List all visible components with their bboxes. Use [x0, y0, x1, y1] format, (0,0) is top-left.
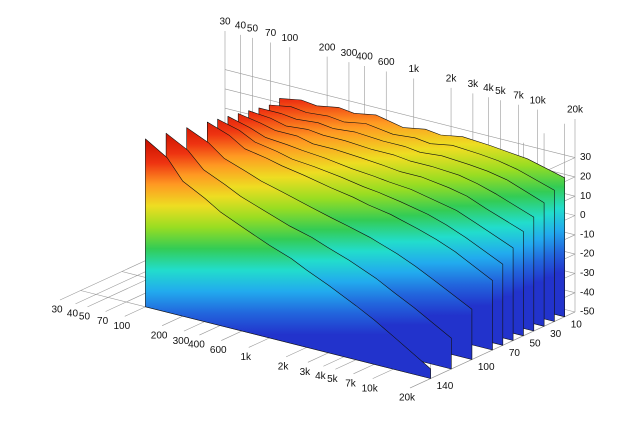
x-tick-label: 300: [173, 336, 190, 347]
x-tick-label-top: 10k: [530, 95, 547, 106]
x-tick-label-top: 4k: [483, 83, 495, 94]
z-tick-label: -50: [580, 307, 595, 318]
z-tick-label: 10: [580, 191, 592, 202]
x-tick-label: 10k: [362, 383, 379, 394]
depth-tick-label: 30: [550, 329, 562, 340]
x-tick-label-top: 400: [356, 52, 373, 63]
depth-tick-label: 10: [571, 319, 583, 330]
z-tick-label: -40: [580, 287, 595, 298]
x-tick-label-top: 5k: [495, 86, 507, 97]
x-tick-label: 100: [113, 321, 130, 332]
x-tick-label-top: 1k: [408, 64, 420, 75]
x-tick-label: 30: [51, 305, 63, 316]
z-tick-label: 20: [580, 172, 592, 183]
x-tick-label-top: 50: [247, 24, 259, 35]
z-tick-label: 30: [580, 152, 592, 163]
x-tick-label: 200: [151, 330, 168, 341]
x-tick-label: 20k: [399, 393, 416, 404]
depth-tick-label: 70: [509, 348, 521, 359]
x-tick-label-top: 100: [281, 33, 298, 44]
x-tick-label-top: 2k: [446, 73, 458, 84]
slice: [145, 138, 431, 379]
z-tick-label: -10: [580, 229, 595, 240]
x-tick-label-top: 300: [341, 48, 358, 59]
x-tick-label-top: 600: [378, 57, 395, 68]
x-tick-label-top: 7k: [513, 90, 525, 101]
z-tick-label: -30: [580, 268, 595, 279]
x-tick-label-top: 3k: [468, 79, 480, 90]
x-tick-label-top: 30: [219, 17, 231, 28]
x-tick-label: 70: [97, 316, 109, 327]
x-tick-label: 4k: [315, 371, 327, 382]
x-tick-label: 5k: [327, 374, 339, 385]
depth-tick-label: 100: [478, 362, 495, 373]
x-tick-label-top: 20k: [567, 105, 584, 116]
x-tick-label: 40: [67, 309, 79, 320]
x-tick-label: 400: [188, 340, 205, 351]
x-tick-label: 1k: [240, 352, 252, 363]
x-tick-label-top: 40: [235, 21, 247, 32]
back-grid-line: [224, 69, 576, 158]
z-tick-label: 0: [580, 210, 586, 221]
x-tick-label: 50: [79, 312, 91, 323]
x-tick-label: 600: [210, 345, 227, 356]
x-tick-label-top: 70: [265, 28, 277, 39]
depth-tick-label: 50: [529, 338, 541, 349]
x-tick-label: 7k: [345, 378, 357, 389]
x-tick-label-top: 200: [319, 42, 336, 53]
x-tick-label: 3k: [300, 367, 312, 378]
z-tick-label: -20: [580, 249, 595, 260]
depth-tick-label: 140: [437, 381, 454, 392]
x-tick-label: 2k: [278, 361, 290, 372]
